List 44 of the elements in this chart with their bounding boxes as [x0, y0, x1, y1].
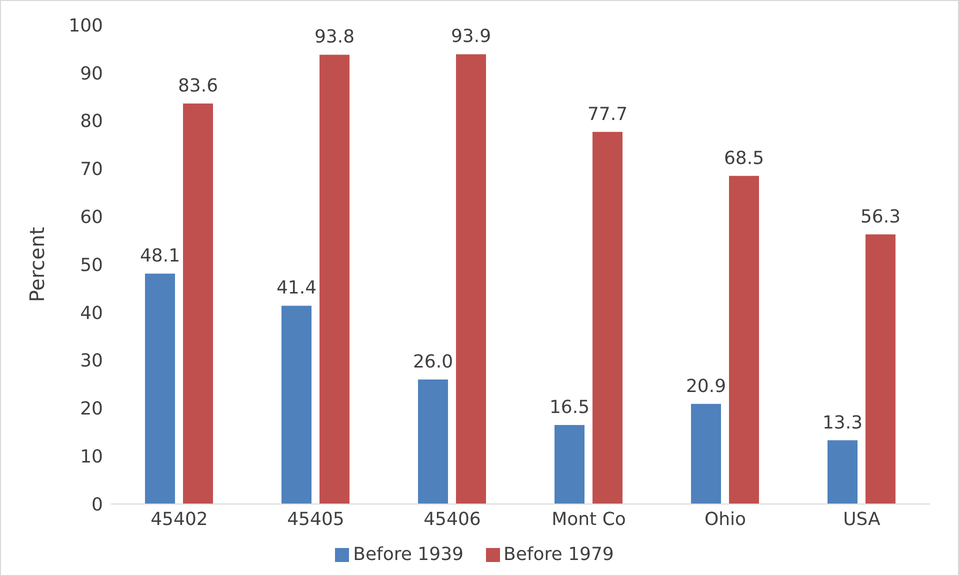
- data-label: 93.8: [314, 26, 355, 48]
- data-label: 48.1: [140, 246, 180, 267]
- data-label: 68.5: [724, 148, 764, 169]
- y-tick-label: 70: [80, 159, 103, 180]
- bar: [592, 132, 622, 504]
- y-tick-label: 100: [68, 15, 103, 36]
- data-label: 83.6: [178, 76, 218, 97]
- data-label: 16.5: [549, 396, 590, 418]
- bar: [183, 104, 213, 504]
- y-tick-label: 20: [80, 398, 103, 420]
- y-tick-label: 10: [80, 446, 103, 468]
- x-tick-label: Ohio: [704, 508, 746, 530]
- x-tick-label: 45405: [287, 508, 344, 530]
- y-tick-label: 90: [80, 63, 103, 84]
- x-tick-label: USA: [843, 508, 882, 530]
- data-label: 41.4: [276, 278, 317, 299]
- data-label: 77.7: [587, 104, 628, 125]
- bar: [828, 440, 858, 504]
- x-tick-label: 45406: [424, 508, 481, 530]
- y-tick-label: 30: [80, 350, 103, 372]
- bar: [866, 234, 896, 504]
- y-tick-label: 80: [80, 111, 103, 132]
- bar: [691, 404, 721, 504]
- data-label: 13.3: [822, 412, 863, 434]
- bar: [418, 379, 448, 504]
- x-tick-label: Mont Co: [552, 508, 626, 530]
- y-tick-label: 0: [92, 494, 103, 516]
- bar: [456, 54, 486, 504]
- data-label: 93.9: [450, 26, 492, 48]
- y-tick-label: 60: [80, 206, 103, 228]
- data-label: 26.0: [412, 351, 454, 372]
- legend-label: Before 1979: [504, 544, 614, 565]
- bar: [729, 176, 759, 504]
- legend-label: Before 1939: [353, 544, 464, 565]
- data-label: 56.3: [860, 206, 901, 228]
- y-tick-label: 40: [80, 302, 103, 324]
- x-tick-label: 45402: [150, 508, 208, 530]
- data-label: 20.9: [686, 376, 726, 397]
- bar: [320, 54, 350, 504]
- bar: [282, 306, 312, 504]
- bar: [145, 274, 175, 504]
- bar: [554, 424, 584, 504]
- y-tick-label: 50: [80, 254, 103, 276]
- y-axis-title: Percent: [25, 226, 50, 302]
